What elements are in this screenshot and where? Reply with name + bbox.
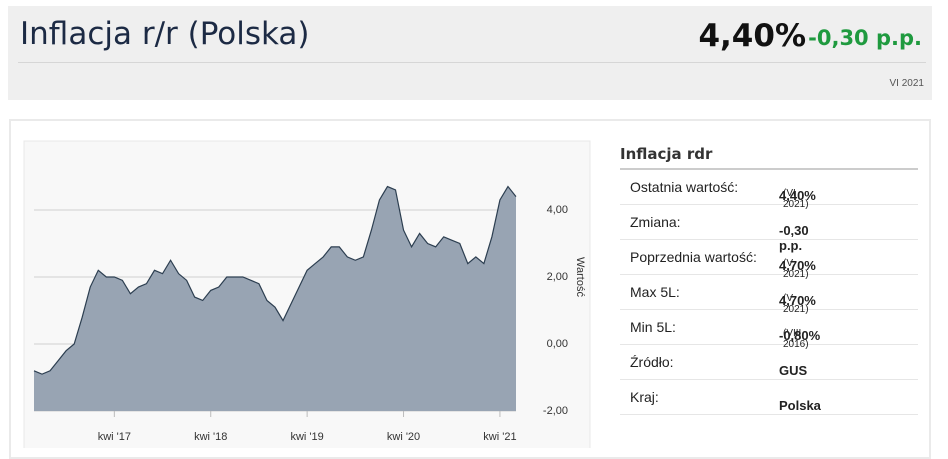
row-note: (V 2021) [783, 258, 809, 280]
value-text: GUS [779, 363, 808, 378]
value-text: -0,30 p.p. [779, 223, 809, 253]
table-row: Źródło: GUS [620, 345, 918, 380]
row-label: Max 5L: [630, 284, 680, 300]
info-table: Inflacja rdr Ostatnia wartość: 4,40% (VI 2… [620, 140, 918, 415]
table-title: Inflacja rdr [620, 140, 918, 170]
table-row: Kraj: Polska [620, 380, 918, 415]
table-row: Ostatnia wartość: 4,40% (VI 2021) [620, 170, 918, 210]
table-row: Zmiana: -0,30 p.p. [620, 205, 918, 253]
x-tick-label: kwi '18 [194, 431, 227, 443]
row-note: (VIII 2016) [783, 328, 809, 350]
x-tick-label: kwi '21 [483, 431, 516, 443]
x-tick-label: kwi '19 [290, 431, 323, 443]
row-label: Poprzednia wartość: [630, 249, 757, 265]
table-row: Max 5L: 4,70% (V 2021) [620, 275, 918, 315]
page: Inflacja r/r (Polska) 4,40% -0,30 p.p. V… [8, 6, 932, 459]
x-tick-label: kwi '17 [98, 431, 131, 443]
chart: Wartość -2,00 0,00 2,00 4,00 kwi '17 kwi '18 k… [23, 140, 591, 448]
y-tick-label: 4,00 [547, 204, 568, 216]
row-label: Źródło: [630, 354, 674, 370]
y-tick-label: 0,00 [547, 338, 568, 350]
line [33, 185, 517, 375]
y-tick-label: -2,00 [543, 405, 568, 417]
row-label: Ostatnia wartość: [630, 179, 739, 195]
header: Inflacja r/r (Polska) 4,40% -0,30 p.p. V… [8, 6, 932, 100]
title: Inflacja r/r (Polska) [20, 16, 310, 52]
value-text: 4,70% [779, 258, 816, 273]
change: -0,30 p.p. [808, 26, 922, 50]
divider [18, 62, 926, 63]
row-label: Zmiana: [630, 214, 681, 230]
current-value: 4,40% [698, 18, 806, 54]
value-text: -0,80% [779, 328, 821, 343]
row-label: Kraj: [630, 389, 659, 405]
value-text: 4,70% [779, 293, 816, 308]
area [34, 186, 516, 411]
row-note: (V 2021) [783, 293, 809, 315]
value-text: 4,40% [779, 188, 816, 203]
x-tick-label: kwi '20 [387, 431, 420, 443]
row-note: (VI 2021) [783, 188, 809, 210]
table-row: Poprzednia wartość: 4,70% (V 2021) [620, 240, 918, 280]
y-axis-label: Wartość [574, 257, 586, 297]
date: VI 2021 [889, 78, 924, 89]
row-label: Min 5L: [630, 319, 676, 335]
value-text: Polska [779, 398, 821, 413]
table-row: Min 5L: -0,80% (VIII 2016) [620, 310, 918, 350]
y-tick-label: 2,00 [547, 271, 568, 283]
